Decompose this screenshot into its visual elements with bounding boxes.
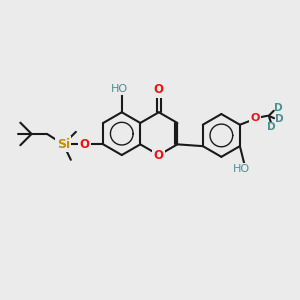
- Text: D: D: [267, 122, 276, 131]
- Text: O: O: [154, 83, 164, 97]
- Text: O: O: [80, 138, 90, 151]
- Text: Si: Si: [57, 138, 70, 151]
- Text: D: D: [274, 103, 283, 113]
- Text: HO: HO: [233, 164, 250, 174]
- Text: O: O: [251, 113, 260, 123]
- Text: HO: HO: [111, 84, 128, 94]
- Text: O: O: [154, 148, 164, 162]
- Text: D: D: [275, 114, 284, 124]
